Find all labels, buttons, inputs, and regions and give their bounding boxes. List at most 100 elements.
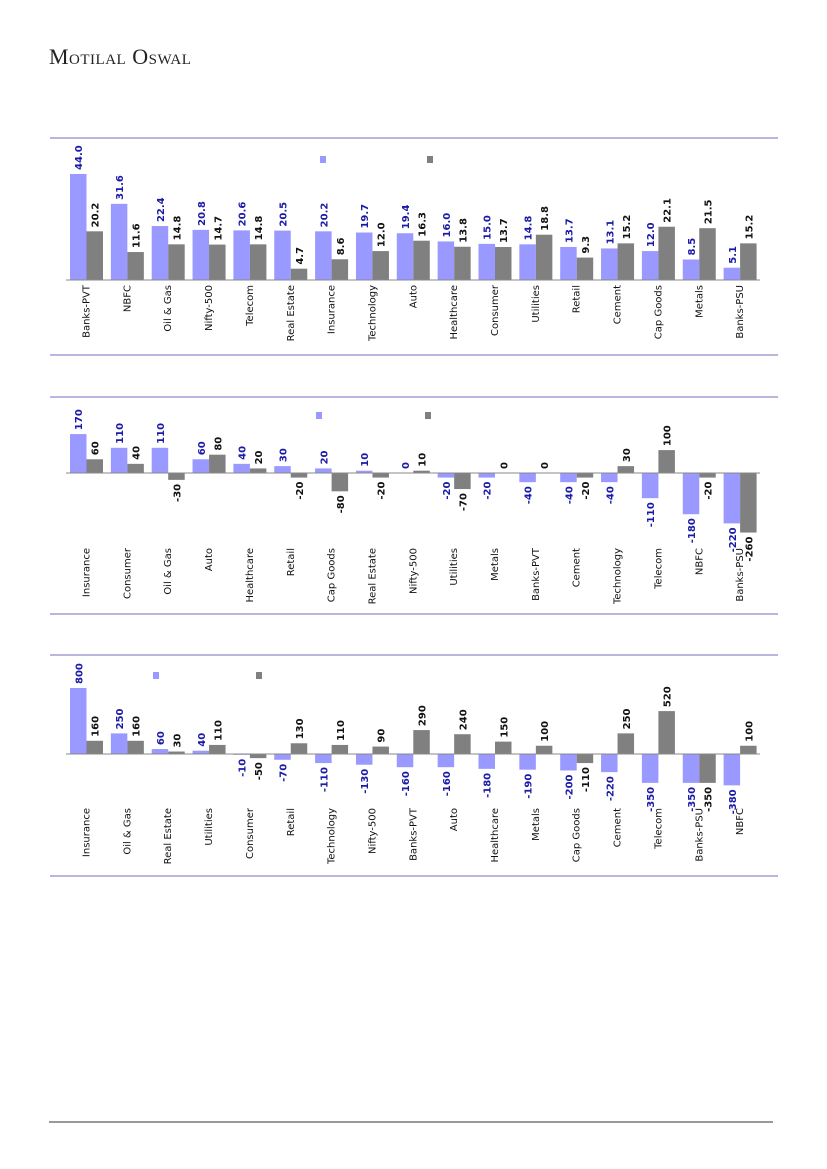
value-label: 12.0	[646, 222, 657, 247]
category-label: Utilities	[204, 808, 215, 846]
bar-series-1	[682, 259, 700, 280]
value-label: 110	[115, 423, 126, 444]
bar-series-1	[519, 244, 536, 280]
value-label: 21.5	[704, 199, 715, 224]
category-label: Telecom	[245, 285, 256, 327]
value-label: -110	[319, 767, 330, 792]
value-label: -260	[744, 537, 755, 562]
bar-series-1	[560, 473, 577, 483]
bar-series-1	[723, 473, 741, 524]
value-label: 13.1	[605, 220, 616, 245]
category-label: Technology	[613, 548, 624, 605]
bar-series-2	[454, 734, 471, 754]
value-label: -180	[483, 773, 494, 798]
value-label: 80	[213, 437, 224, 451]
bar-series-2	[617, 733, 635, 754]
bar-series-1	[192, 459, 210, 473]
category-label: Real Estate	[286, 285, 297, 341]
bar-series-1	[70, 688, 87, 754]
bar-series-1	[437, 241, 455, 280]
bar-series-1	[396, 754, 414, 768]
value-label: 11.6	[132, 223, 143, 248]
bar-series-2	[127, 252, 144, 280]
value-label: 8.5	[687, 238, 698, 256]
value-label: 44.0	[74, 145, 85, 170]
chart-3: 800 160 Insurance 250 160 Oil & Gas 60 30 Real E…	[50, 654, 778, 877]
bar-series-2	[454, 473, 471, 490]
bar-series-1	[519, 473, 536, 483]
value-label: 9.3	[581, 236, 592, 254]
value-label: 20.5	[279, 202, 290, 227]
value-label: 31.6	[115, 175, 126, 200]
value-label: 22.4	[156, 197, 167, 222]
legend-marker-series-2	[425, 412, 431, 419]
category-label: Retail	[286, 548, 297, 576]
value-label: 60	[156, 731, 167, 745]
bar-series-1	[151, 749, 169, 754]
bar-series-2	[168, 473, 185, 480]
bar-series-1	[478, 243, 495, 280]
value-label: 0	[540, 462, 551, 469]
value-label: -70	[279, 764, 290, 782]
bar-series-1	[355, 470, 373, 473]
bar-series-1	[560, 754, 577, 771]
bar-series-1	[151, 226, 169, 280]
value-label: 20.6	[238, 202, 249, 227]
bar-series-1	[641, 251, 659, 280]
value-label: 110	[213, 720, 224, 741]
value-label: 40	[132, 446, 143, 460]
value-label: -110	[581, 767, 592, 792]
bar-series-1	[601, 248, 618, 280]
bar-series-1	[478, 473, 495, 478]
category-label: Utilities	[531, 285, 542, 323]
bar-series-2	[495, 741, 512, 754]
value-label: 100	[744, 721, 755, 742]
bar-series-2	[617, 466, 635, 473]
value-label: 20.8	[197, 201, 208, 226]
value-label: -350	[704, 787, 715, 812]
value-label: 100	[540, 721, 551, 742]
bar-series-2	[617, 243, 635, 280]
value-label: 13.7	[499, 218, 510, 243]
bar-series-1	[315, 754, 332, 764]
category-label: Insurance	[82, 548, 93, 597]
bar-series-2	[331, 744, 349, 754]
value-label: -20	[295, 482, 306, 500]
bar-series-1	[274, 466, 291, 473]
legend-marker-series-2	[427, 156, 433, 163]
bar-series-1	[315, 231, 332, 280]
bar-series-2	[535, 745, 553, 754]
category-label: Consumer	[490, 284, 501, 336]
category-label: Cap Goods	[327, 548, 338, 602]
category-label: Technology	[327, 808, 338, 865]
value-label: 60	[91, 441, 102, 455]
bar-series-1	[355, 232, 373, 280]
category-label: Technology	[367, 285, 378, 342]
value-label: 14.7	[213, 216, 224, 241]
value-label: 100	[663, 425, 674, 446]
bar-series-2	[658, 711, 675, 754]
bar-series-2	[413, 470, 430, 473]
category-label: Consumer	[122, 547, 133, 599]
bar-series-1	[110, 447, 128, 473]
bar-series-2	[740, 243, 757, 280]
category-label: Cap Goods	[572, 808, 583, 862]
category-label: Insurance	[82, 808, 93, 857]
bar-series-1	[478, 754, 495, 769]
legend-marker-series-2	[256, 672, 262, 679]
bar-series-2	[290, 473, 308, 478]
bar-series-2	[535, 234, 553, 280]
value-label: -380	[728, 789, 739, 814]
bar-series-2	[699, 473, 716, 478]
bar-series-2	[331, 473, 349, 492]
category-label: Auto	[408, 285, 419, 308]
bar-series-1	[151, 447, 169, 473]
value-label: -160	[442, 771, 453, 796]
value-label: 30	[172, 734, 183, 748]
value-label: 14.8	[524, 216, 535, 241]
bar-series-1	[274, 754, 291, 760]
bar-series-2	[168, 244, 185, 280]
category-label: Cap Goods	[653, 285, 664, 339]
value-label: 60	[197, 441, 208, 455]
bar-series-2	[413, 240, 430, 280]
